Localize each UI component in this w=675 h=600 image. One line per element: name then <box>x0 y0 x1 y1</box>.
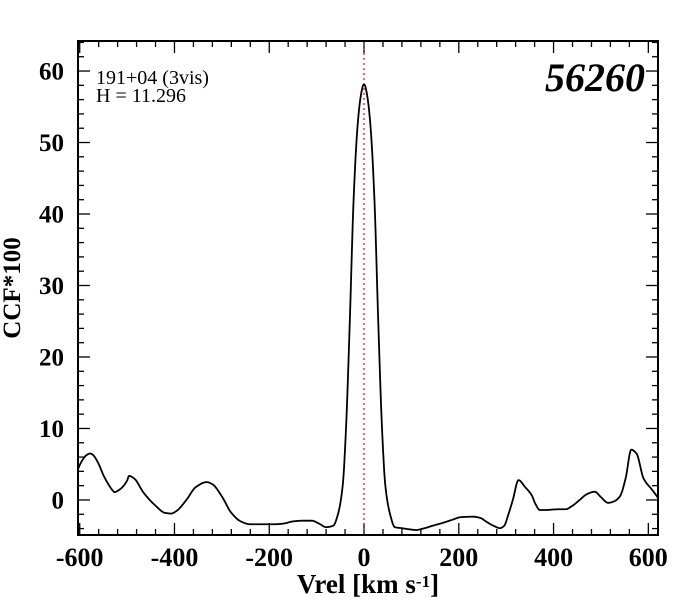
svg-text:400: 400 <box>534 543 573 572</box>
svg-text:-600: -600 <box>56 543 104 572</box>
svg-text:-400: -400 <box>151 543 199 572</box>
svg-text:56260: 56260 <box>545 55 645 100</box>
svg-text:0: 0 <box>52 488 65 515</box>
svg-text:200: 200 <box>439 543 478 572</box>
svg-text:600: 600 <box>629 543 668 572</box>
svg-text:50: 50 <box>39 130 64 157</box>
svg-text:10: 10 <box>39 416 64 443</box>
svg-text:CCF*100: CCF*100 <box>0 237 26 338</box>
svg-text:60: 60 <box>39 59 64 86</box>
svg-text:20: 20 <box>39 345 64 372</box>
svg-text:30: 30 <box>39 273 64 300</box>
svg-text:0: 0 <box>358 543 371 572</box>
svg-text:-200: -200 <box>245 543 293 572</box>
svg-text:H = 11.296: H = 11.296 <box>96 85 186 107</box>
svg-text:40: 40 <box>39 202 64 229</box>
